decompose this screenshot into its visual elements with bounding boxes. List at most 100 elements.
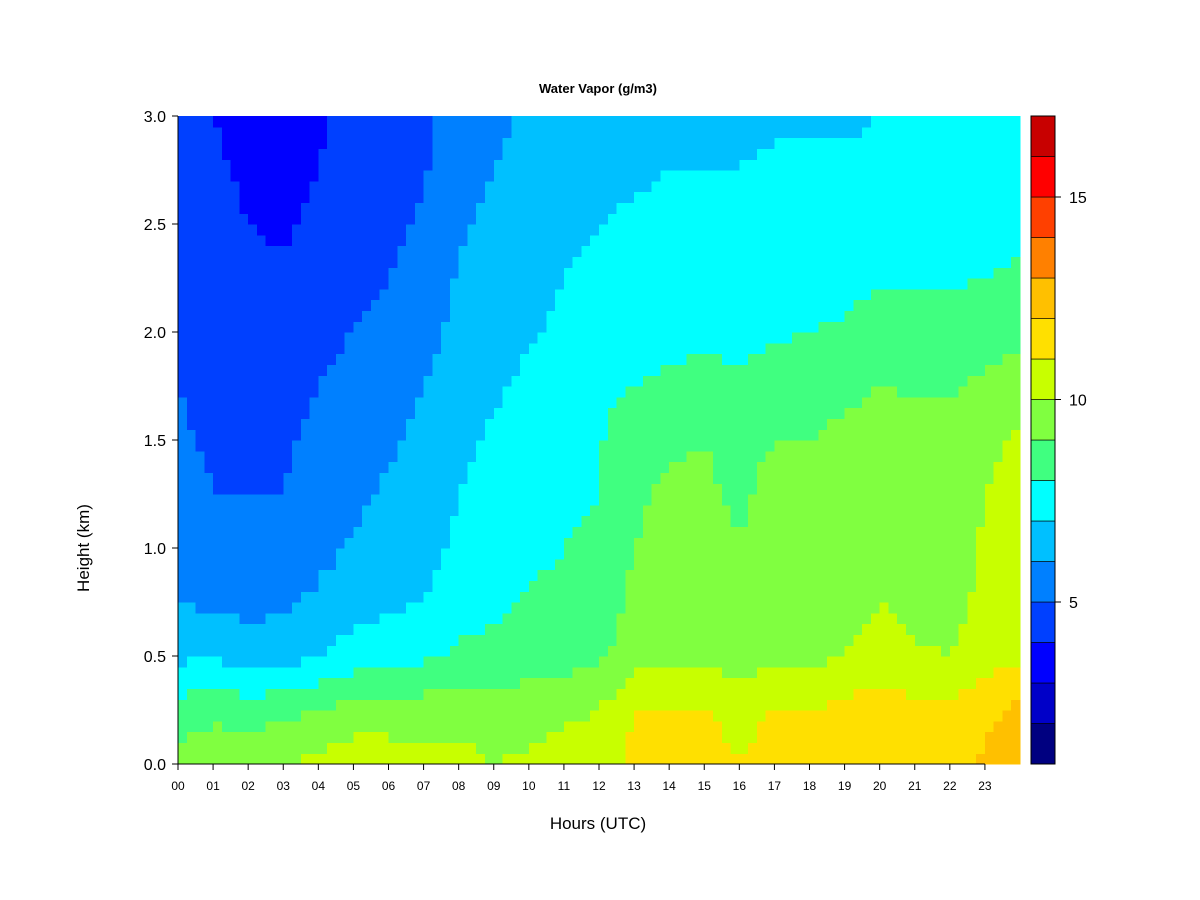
- heatmap-cell: [879, 245, 890, 257]
- heatmap-cell: [502, 429, 512, 441]
- heatmap-cell: [730, 537, 740, 549]
- heatmap-cell: [230, 342, 240, 355]
- heatmap-cell: [528, 483, 539, 495]
- heatmap-cell: [388, 731, 398, 743]
- heatmap-cell: [695, 472, 705, 484]
- heatmap-cell: [213, 429, 223, 441]
- heatmap-cell: [520, 245, 530, 257]
- heatmap-cell: [695, 364, 705, 376]
- heatmap-cell: [467, 580, 477, 592]
- heatmap-cell: [677, 396, 688, 409]
- heatmap-cell: [178, 256, 188, 268]
- heatmap-cell: [686, 753, 697, 765]
- heatmap-cell: [581, 634, 591, 646]
- heatmap-cell: [502, 504, 512, 517]
- heatmap-cell: [844, 688, 854, 700]
- heatmap-cell: [616, 364, 626, 376]
- heatmap-cell: [441, 245, 451, 257]
- heatmap-cell: [300, 623, 311, 635]
- heatmap-cell: [607, 580, 618, 592]
- heatmap-cell: [879, 375, 890, 387]
- heatmap-cell: [414, 288, 425, 301]
- heatmap-cell: [362, 418, 372, 430]
- heatmap-cell: [520, 440, 530, 452]
- heatmap-cell: [616, 299, 626, 311]
- heatmap-cell: [800, 699, 811, 711]
- heatmap-cell: [625, 310, 635, 322]
- heatmap-cell: [967, 407, 977, 419]
- heatmap-cell: [923, 602, 933, 614]
- heatmap-cell: [195, 699, 205, 711]
- heatmap-cell: [309, 386, 319, 398]
- heatmap-cell: [449, 418, 460, 430]
- heatmap-cell: [941, 202, 951, 214]
- heatmap-cell: [458, 429, 469, 441]
- heatmap-cell: [879, 720, 890, 733]
- heatmap-cell: [809, 515, 819, 527]
- heatmap-cell: [958, 213, 968, 225]
- heatmap-cell: [765, 558, 776, 571]
- heatmap-cell: [888, 440, 898, 452]
- heatmap-cell: [827, 429, 837, 441]
- heatmap-cell: [669, 472, 679, 484]
- heatmap-cell: [949, 461, 960, 473]
- heatmap-cell: [493, 375, 504, 387]
- heatmap-cell: [1011, 386, 1021, 398]
- heatmap-cell: [835, 731, 846, 743]
- heatmap-cell: [370, 742, 381, 754]
- heatmap-cell: [256, 742, 267, 754]
- heatmap-cell: [353, 720, 363, 733]
- heatmap-cell: [914, 666, 925, 679]
- heatmap-cell: [353, 710, 363, 722]
- heatmap-cell: [256, 677, 267, 689]
- heatmap-cell: [634, 494, 644, 506]
- heatmap-cell: [239, 569, 249, 581]
- heatmap-cell: [555, 483, 565, 495]
- heatmap-cell: [441, 310, 451, 322]
- heatmap-cell: [932, 299, 942, 311]
- heatmap-cell: [607, 526, 618, 538]
- heatmap-cell: [388, 396, 398, 409]
- heatmap-cell: [397, 321, 407, 333]
- heatmap-cell: [256, 310, 267, 322]
- heatmap-cell: [353, 666, 363, 679]
- heatmap-cell: [967, 645, 977, 657]
- heatmap-cell: [791, 224, 802, 236]
- heatmap-cell: [730, 288, 740, 301]
- heatmap-cell: [616, 429, 626, 441]
- heatmap-cell: [818, 623, 828, 635]
- heatmap-cell: [862, 213, 872, 225]
- heatmap-cell: [195, 515, 205, 527]
- heatmap-cell: [441, 386, 451, 398]
- heatmap-cell: [748, 267, 758, 279]
- heatmap-cell: [327, 396, 337, 409]
- heatmap-cell: [888, 213, 898, 225]
- heatmap-cell: [704, 537, 714, 549]
- heatmap-cell: [546, 278, 556, 290]
- heatmap-cell: [1002, 386, 1012, 398]
- heatmap-cell: [528, 450, 539, 463]
- heatmap-cell: [537, 602, 547, 614]
- heatmap-cell: [581, 407, 591, 419]
- heatmap-cell: [800, 526, 811, 538]
- heatmap-cell: [186, 267, 197, 279]
- heatmap-cell: [897, 386, 907, 398]
- heatmap-cell: [704, 677, 714, 689]
- heatmap-cell: [818, 332, 828, 344]
- heatmap-cell: [1011, 256, 1021, 268]
- heatmap-cell: [406, 569, 416, 581]
- heatmap-cell: [730, 591, 740, 603]
- heatmap-cell: [765, 634, 776, 646]
- heatmap-cell: [1002, 634, 1012, 646]
- heatmap-cell: [897, 321, 907, 333]
- heatmap-cell: [520, 731, 530, 743]
- heatmap-cell: [221, 580, 232, 592]
- heatmap-cell: [862, 602, 872, 614]
- heatmap-cell: [292, 699, 302, 711]
- heatmap-cell: [634, 418, 644, 430]
- heatmap-cell: [458, 634, 469, 646]
- heatmap-cell: [300, 267, 311, 279]
- heatmap-cell: [739, 677, 749, 689]
- heatmap-cell: [686, 213, 697, 225]
- heatmap-cell: [976, 666, 986, 679]
